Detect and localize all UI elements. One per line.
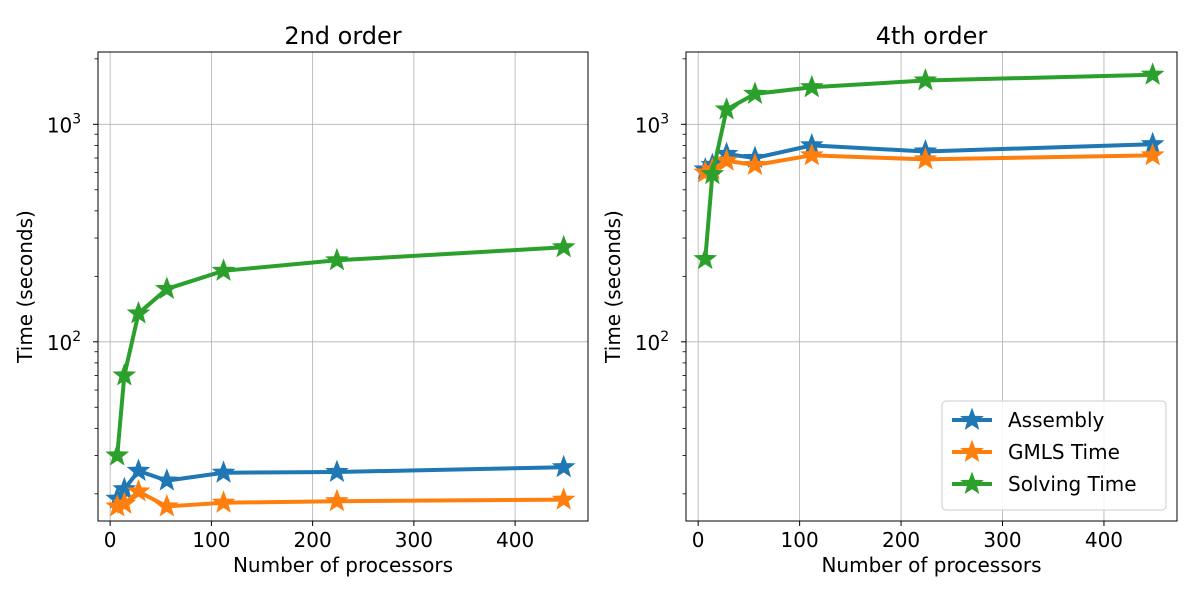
legend-marker [960, 471, 984, 495]
y-tick-label: 103 [635, 111, 669, 137]
data-point [126, 301, 151, 324]
data-point [325, 247, 349, 271]
data-point [700, 161, 725, 185]
data-point [714, 148, 739, 171]
x-tick-label: 0 [692, 528, 705, 552]
y-tick-exponent: 3 [72, 111, 81, 127]
y-tick-exponent: 3 [660, 111, 669, 127]
x-tick-label: 300 [395, 528, 433, 552]
data-point [693, 246, 718, 270]
y-axis-label: Time (seconds) [601, 210, 625, 364]
y-axis-label: Time (seconds) [13, 210, 37, 364]
data-point [155, 468, 179, 491]
data-point [551, 454, 576, 478]
y-tick-label: 102 [47, 329, 81, 355]
data-point [743, 152, 767, 176]
x-tick-label: 100 [192, 528, 230, 552]
x-tick-label: 400 [1085, 528, 1123, 552]
data-point [211, 490, 236, 513]
series-line-3 [703, 72, 1155, 262]
data-point [325, 459, 349, 483]
y-tick-base: 10 [47, 331, 72, 355]
data-point [551, 234, 576, 258]
data-point [211, 258, 236, 281]
data-point [112, 363, 137, 386]
series-group [693, 62, 1165, 270]
y-tick-label: 102 [635, 329, 669, 355]
data-point [714, 97, 739, 120]
legend: Assembly GMLS Time Solving Time [941, 400, 1167, 511]
data-point [105, 443, 130, 466]
chart-title: 4th order [876, 22, 988, 50]
x-axis-label: Number of processors [233, 553, 453, 577]
series-line-3 [115, 245, 566, 458]
data-point [155, 494, 179, 517]
plot-frame [685, 51, 1178, 522]
data-point [799, 142, 824, 166]
plot-frame [97, 51, 589, 522]
data-point [325, 488, 349, 512]
data-point [126, 458, 151, 481]
data-point [126, 479, 151, 502]
y-tick-base: 10 [47, 113, 72, 137]
x-tick-label: 100 [781, 528, 819, 552]
data-point [799, 74, 824, 98]
legend-marker [960, 439, 984, 463]
legend-box [941, 400, 1167, 511]
data-point [155, 276, 179, 300]
x-tick-label: 200 [882, 528, 920, 552]
y-tick-base: 10 [635, 113, 660, 137]
data-point [913, 146, 938, 170]
x-tick-label: 200 [294, 528, 332, 552]
series-group [105, 234, 576, 517]
y-tick-base: 10 [635, 331, 660, 355]
data-point [1140, 142, 1165, 166]
legend-label: Solving Time [1008, 472, 1137, 496]
legend-marker [960, 407, 984, 431]
data-point [211, 460, 236, 483]
x-tick-label: 400 [496, 528, 534, 552]
data-point [743, 81, 767, 104]
data-point [551, 487, 576, 510]
y-tick-label: 103 [47, 111, 81, 137]
legend-label: GMLS Time [1008, 440, 1120, 464]
y-tick-exponent: 2 [72, 329, 81, 345]
legend-label: Assembly [1008, 408, 1105, 432]
data-point [1140, 62, 1165, 85]
x-tick-label: 0 [104, 528, 117, 552]
data-point [913, 68, 938, 91]
chart-title: 2nd order [284, 22, 401, 50]
x-axis-label: Number of processors [821, 553, 1041, 577]
y-tick-exponent: 2 [660, 329, 669, 345]
x-tick-label: 300 [983, 528, 1021, 552]
